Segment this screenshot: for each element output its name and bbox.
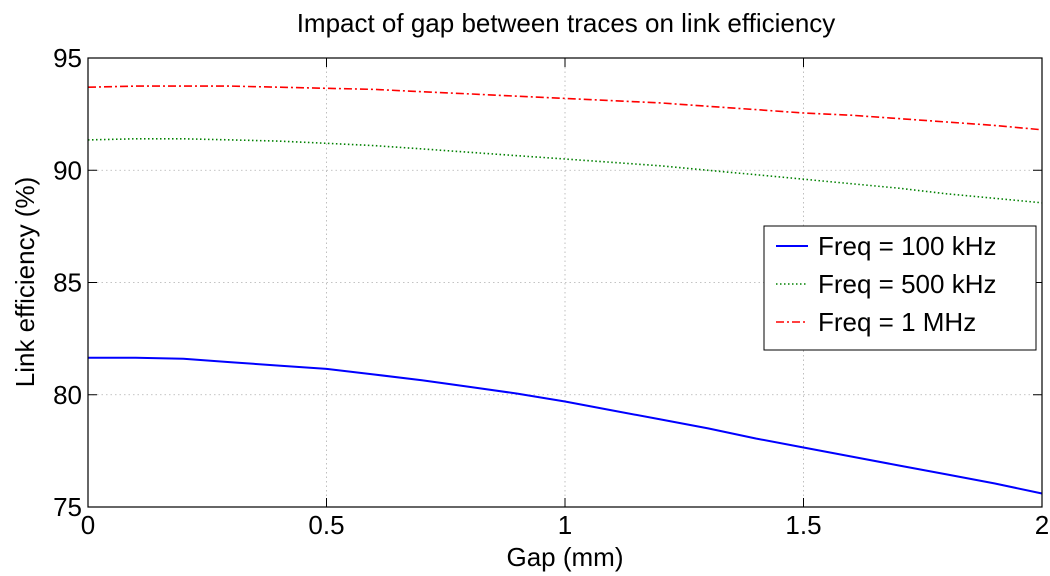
legend-label-3: Freq = 1 MHz <box>818 307 976 337</box>
x-tick-label: 0.5 <box>308 510 344 540</box>
legend: Freq = 100 kHz Freq = 500 kHz Freq = 1 MHz <box>763 225 1037 351</box>
y-tick-label: 85 <box>53 268 82 298</box>
y-tick-label: 90 <box>53 155 82 185</box>
x-tick-label: 1.5 <box>785 510 821 540</box>
chart-title: Impact of gap between traces on link eff… <box>297 8 836 38</box>
legend-label-1: Freq = 100 kHz <box>818 231 996 261</box>
series-line-3 <box>87 85 1043 131</box>
legend-label-2: Freq = 500 kHz <box>818 269 996 299</box>
grid <box>88 58 1042 507</box>
y-tick-label: 75 <box>53 492 82 522</box>
y-tick-label: 80 <box>53 380 82 410</box>
legend-box <box>763 225 1037 351</box>
y-axis-label: Link efficiency (%) <box>10 177 40 388</box>
series-line-2 <box>87 138 1043 204</box>
series-layer <box>87 85 1043 495</box>
series-line-1 <box>88 356 1043 495</box>
x-tick-label: 0 <box>81 510 95 540</box>
y-tick-label: 95 <box>53 43 82 73</box>
x-axis-label: Gap (mm) <box>507 542 624 572</box>
x-tick-label: 2 <box>1035 510 1049 540</box>
x-tick-label: 1 <box>558 510 572 540</box>
axis-ticks: 0 0.5 1 1.5 2 75 80 85 90 95 <box>53 43 1049 540</box>
